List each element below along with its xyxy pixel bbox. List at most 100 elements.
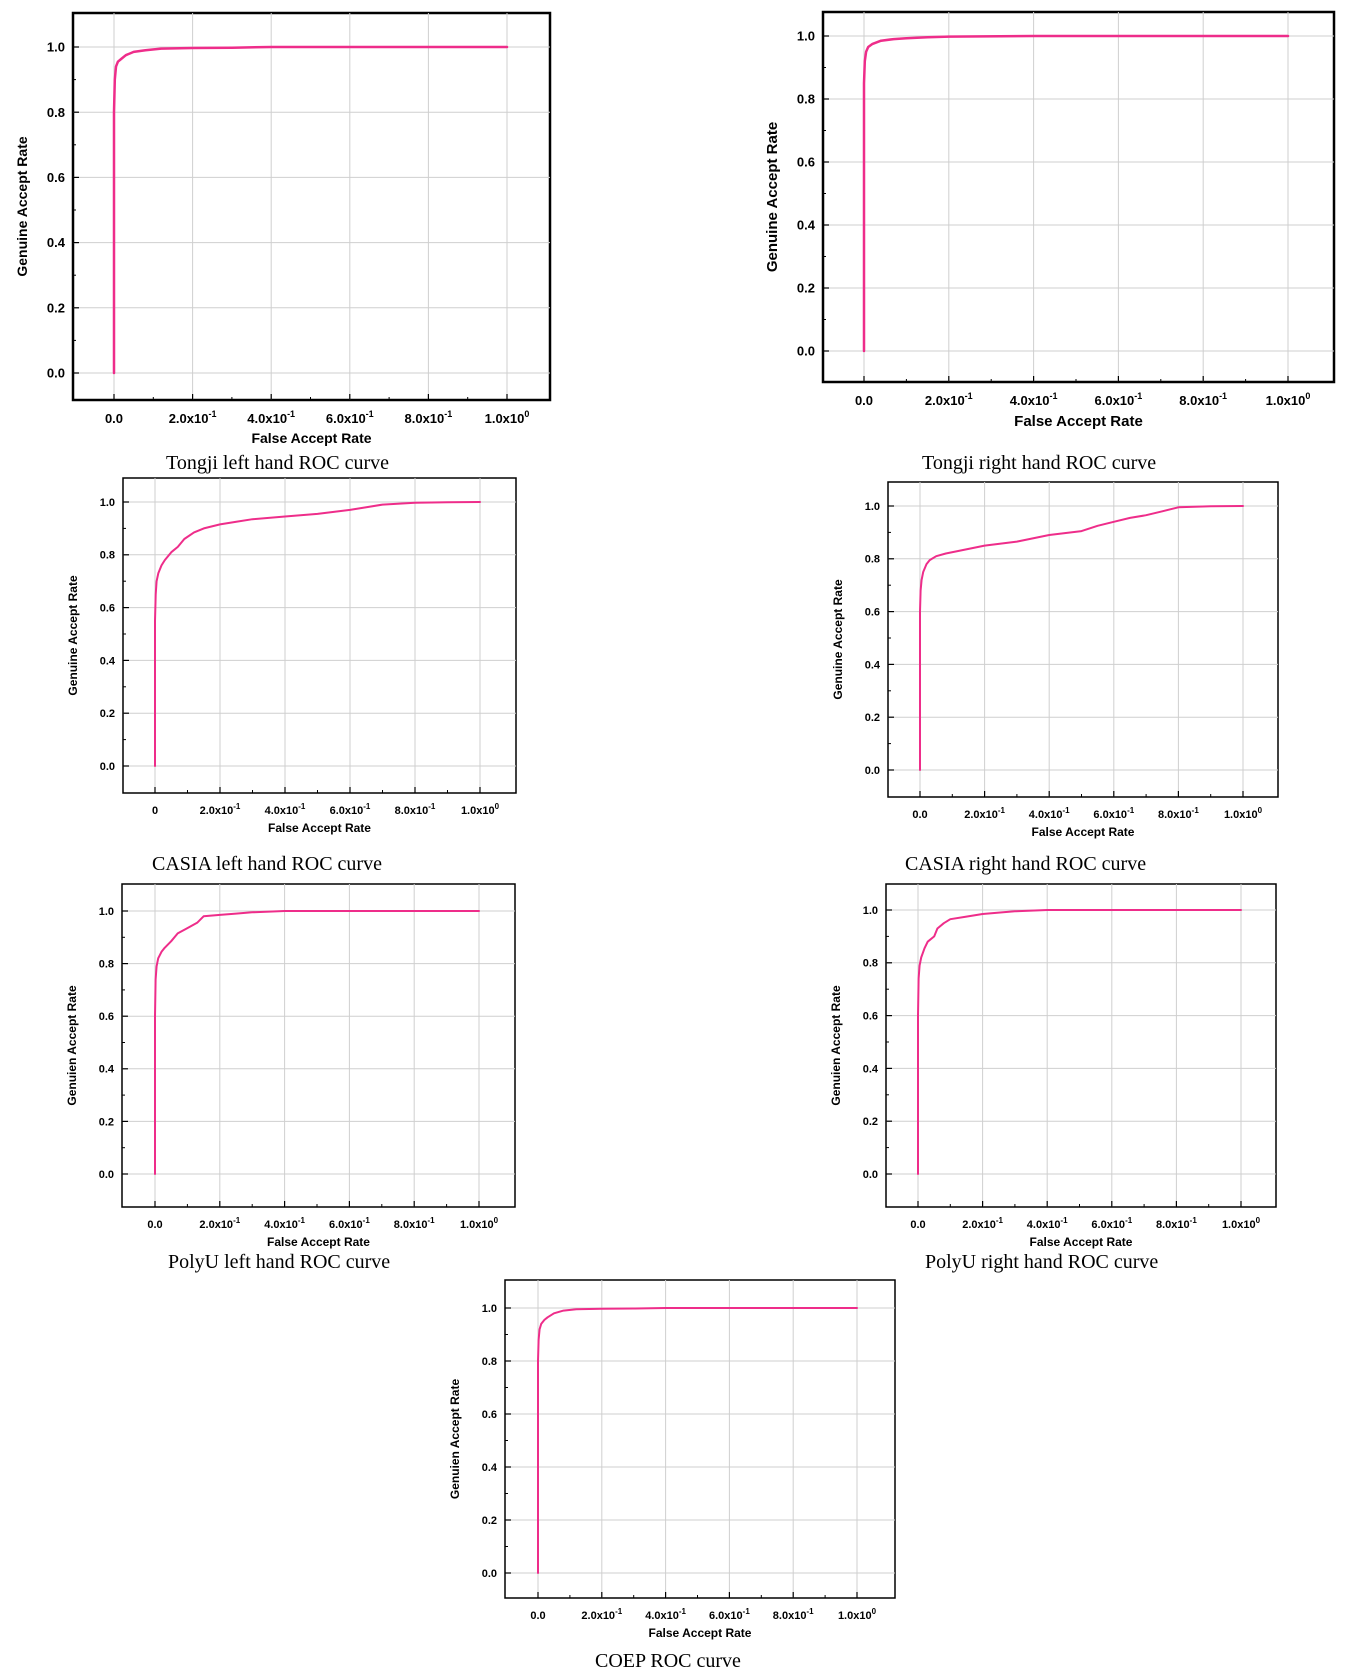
y-tick-label: 0.8	[47, 105, 65, 120]
y-tick-label: 0.6	[100, 602, 115, 614]
x-tick-label: 8.0x10-1	[1156, 1216, 1197, 1231]
x-tick-label: 0.0	[855, 393, 873, 408]
caption-polyu-left: PolyU left hand ROC curve	[168, 1251, 391, 1273]
x-tick-label: 8.0x10-1	[405, 409, 453, 426]
plot-frame	[122, 477, 517, 794]
caption-coep: COEP ROC curve	[595, 1650, 741, 1672]
x-tick-label: 1.0x100	[1266, 391, 1311, 408]
x-tick-label: 2.0x10-1	[581, 1607, 622, 1622]
x-tick-label: 4.0x10-1	[645, 1607, 686, 1622]
y-tick-label: 0.8	[482, 1356, 497, 1368]
x-tick-label: 4.0x10-1	[1027, 1216, 1068, 1231]
chart-polyu-left: 0.0 2.0x10-1 4.0x10-1 6.0x10-1 8.0x10-1 1.0x1…	[60, 883, 520, 1249]
y-tick-label: 0.6	[797, 155, 815, 170]
y-tick-label: 0.4	[863, 1063, 879, 1075]
plot-frame	[71, 11, 552, 402]
x-tick-label: 1.0x100	[460, 1216, 499, 1231]
x-tick-label: 2.0x10-1	[925, 391, 973, 408]
y-tick-label: 0.2	[865, 712, 880, 724]
x-tick-label: 6.0x10-1	[1091, 1216, 1132, 1231]
x-tick-label: 1.0x100	[838, 1607, 877, 1622]
y-tick-label: 1.0	[482, 1303, 497, 1315]
y-tick-label: 0.4	[47, 235, 66, 250]
caption-casia-right: CASIA right hand ROC curve	[905, 853, 1147, 875]
caption-tongji-right: Tongji right hand ROC curve	[922, 452, 1157, 474]
y-tick-label: 0.2	[482, 1515, 497, 1527]
y-tick-label: 0.0	[863, 1169, 878, 1181]
x-tick-label: 0.0	[910, 1219, 925, 1231]
y-tick-label: 1.0	[865, 501, 880, 513]
x-axis-label: False Accept Rate	[1014, 413, 1143, 430]
roc-chart-svg: 0.0 2.0x10-1 4.0x10-1 6.0x10-1 8.0x10-1 1.0x1…	[14, 11, 552, 446]
caption-casia-left: CASIA left hand ROC curve	[152, 853, 382, 875]
x-tick-label: 8.0x10-1	[1179, 391, 1227, 408]
x-tick-label: 6.0x10-1	[330, 802, 371, 817]
x-axis-label: False Accept Rate	[251, 430, 371, 446]
y-tick-label: 0.2	[99, 1116, 114, 1128]
y-tick-label: 0.2	[797, 281, 815, 296]
roc-curve-line	[862, 34, 1290, 353]
plot-frame	[885, 883, 1277, 1208]
y-tick-label: 0.6	[47, 170, 65, 185]
x-tick-label: 1.0x100	[461, 802, 500, 817]
y-axis-label: Genuine Accept Rate	[764, 122, 781, 272]
y-tick-label: 0.0	[865, 765, 880, 777]
y-tick-label: 1.0	[99, 906, 114, 918]
y-tick-label: 0.8	[100, 550, 115, 562]
y-tick-label: 1.0	[863, 905, 878, 917]
x-tick-label: 8.0x10-1	[1158, 806, 1199, 821]
x-tick-label: 6.0x10-1	[329, 1216, 370, 1231]
roc-curve-line	[537, 1307, 858, 1574]
x-tick-label: 4.0x10-1	[1029, 806, 1070, 821]
x-tick-label: 2.0x10-1	[964, 806, 1005, 821]
x-tick-label: 1.0x100	[485, 409, 530, 426]
y-tick-label: 0.8	[797, 92, 815, 107]
y-tick-label: 1.0	[797, 29, 815, 44]
y-tick-label: 0.6	[863, 1010, 878, 1022]
y-tick-label: 0.2	[863, 1116, 878, 1128]
roc-curve-line	[917, 909, 1242, 1175]
x-tick-label: 2.0x10-1	[200, 802, 241, 817]
caption-tongji-left: Tongji left hand ROC curve	[166, 452, 389, 474]
x-tick-label: 4.0x10-1	[264, 1216, 305, 1231]
x-tick-label: 6.0x10-1	[1093, 806, 1134, 821]
y-tick-label: 0.4	[99, 1064, 115, 1076]
x-axis-label: False Accept Rate	[649, 1626, 752, 1640]
y-tick-label: 0.4	[100, 655, 116, 667]
chart-coep: 0.0 2.0x10-1 4.0x10-1 6.0x10-1 8.0x10-1 1.0x1…	[443, 1279, 903, 1650]
x-tick-label: 2.0x10-1	[962, 1216, 1003, 1231]
y-tick-label: 0.2	[47, 300, 65, 315]
y-tick-label: 0.2	[100, 708, 115, 720]
y-tick-label: 0.0	[100, 761, 115, 773]
plot-frame	[121, 883, 516, 1208]
x-axis-label: False Accept Rate	[1030, 1235, 1133, 1249]
x-axis-label: False Accept Rate	[268, 821, 371, 835]
y-tick-label: 0.0	[797, 344, 815, 359]
chart-casia-left: 0 2.0x10-1 4.0x10-1 6.0x10-1 8.0x10-1 1.0x100…	[58, 477, 518, 853]
x-tick-label: 8.0x10-1	[394, 1216, 435, 1231]
roc-chart-svg: 0.0 2.0x10-1 4.0x10-1 6.0x10-1 8.0x10-1 1.0x1…	[65, 883, 516, 1249]
plot-frame	[887, 481, 1279, 798]
x-tick-label: 6.0x10-1	[1095, 391, 1143, 408]
y-tick-label: 0.0	[99, 1169, 114, 1181]
chart-tongji-right: 0.0 2.0x10-1 4.0x10-1 6.0x10-1 8.0x10-1 1.0x1…	[760, 0, 1350, 445]
y-tick-label: 1.0	[47, 40, 65, 55]
y-tick-label: 0.4	[865, 659, 881, 671]
x-tick-label: 8.0x10-1	[395, 802, 436, 817]
y-axis-label: Genuien Accept Rate	[448, 1379, 462, 1500]
y-tick-label: 0.6	[99, 1011, 114, 1023]
x-tick-label: 1.0x100	[1222, 1216, 1261, 1231]
x-tick-label: 4.0x10-1	[265, 802, 306, 817]
roc-curve-line	[154, 910, 480, 1175]
y-tick-label: 0.8	[863, 958, 878, 970]
y-tick-label: 0.4	[797, 218, 816, 233]
chart-tongji-left: 0.0 2.0x10-1 4.0x10-1 6.0x10-1 8.0x10-1 1.0x1…	[14, 8, 575, 448]
x-tick-label: 0.0	[147, 1219, 162, 1231]
plot-frame	[504, 1279, 896, 1599]
x-tick-label: 0.0	[530, 1610, 545, 1622]
x-tick-label: 1.0x100	[1224, 806, 1263, 821]
y-tick-label: 0.6	[482, 1409, 497, 1421]
y-axis-label: Genuine Accept Rate	[66, 575, 80, 696]
x-tick-label: 2.0x10-1	[169, 409, 217, 426]
x-axis-label: False Accept Rate	[267, 1235, 370, 1249]
